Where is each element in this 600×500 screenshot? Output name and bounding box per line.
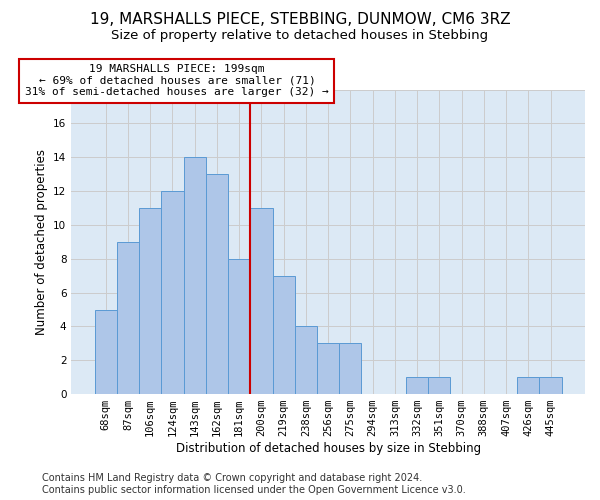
Bar bbox=[339, 344, 361, 394]
Bar bbox=[317, 344, 339, 394]
Bar bbox=[206, 174, 228, 394]
Bar bbox=[117, 242, 139, 394]
Bar bbox=[161, 191, 184, 394]
Bar bbox=[295, 326, 317, 394]
Y-axis label: Number of detached properties: Number of detached properties bbox=[35, 149, 47, 335]
Text: 19 MARSHALLS PIECE: 199sqm
← 69% of detached houses are smaller (71)
31% of semi: 19 MARSHALLS PIECE: 199sqm ← 69% of deta… bbox=[25, 64, 329, 98]
Bar bbox=[139, 208, 161, 394]
Bar bbox=[250, 208, 272, 394]
Text: Size of property relative to detached houses in Stebbing: Size of property relative to detached ho… bbox=[112, 29, 488, 42]
Bar bbox=[517, 377, 539, 394]
Bar bbox=[428, 377, 451, 394]
Bar bbox=[406, 377, 428, 394]
X-axis label: Distribution of detached houses by size in Stebbing: Distribution of detached houses by size … bbox=[176, 442, 481, 455]
Bar bbox=[272, 276, 295, 394]
Bar bbox=[95, 310, 117, 394]
Bar bbox=[539, 377, 562, 394]
Bar bbox=[228, 259, 250, 394]
Text: 19, MARSHALLS PIECE, STEBBING, DUNMOW, CM6 3RZ: 19, MARSHALLS PIECE, STEBBING, DUNMOW, C… bbox=[89, 12, 511, 28]
Text: Contains HM Land Registry data © Crown copyright and database right 2024.
Contai: Contains HM Land Registry data © Crown c… bbox=[42, 474, 466, 495]
Bar bbox=[184, 157, 206, 394]
